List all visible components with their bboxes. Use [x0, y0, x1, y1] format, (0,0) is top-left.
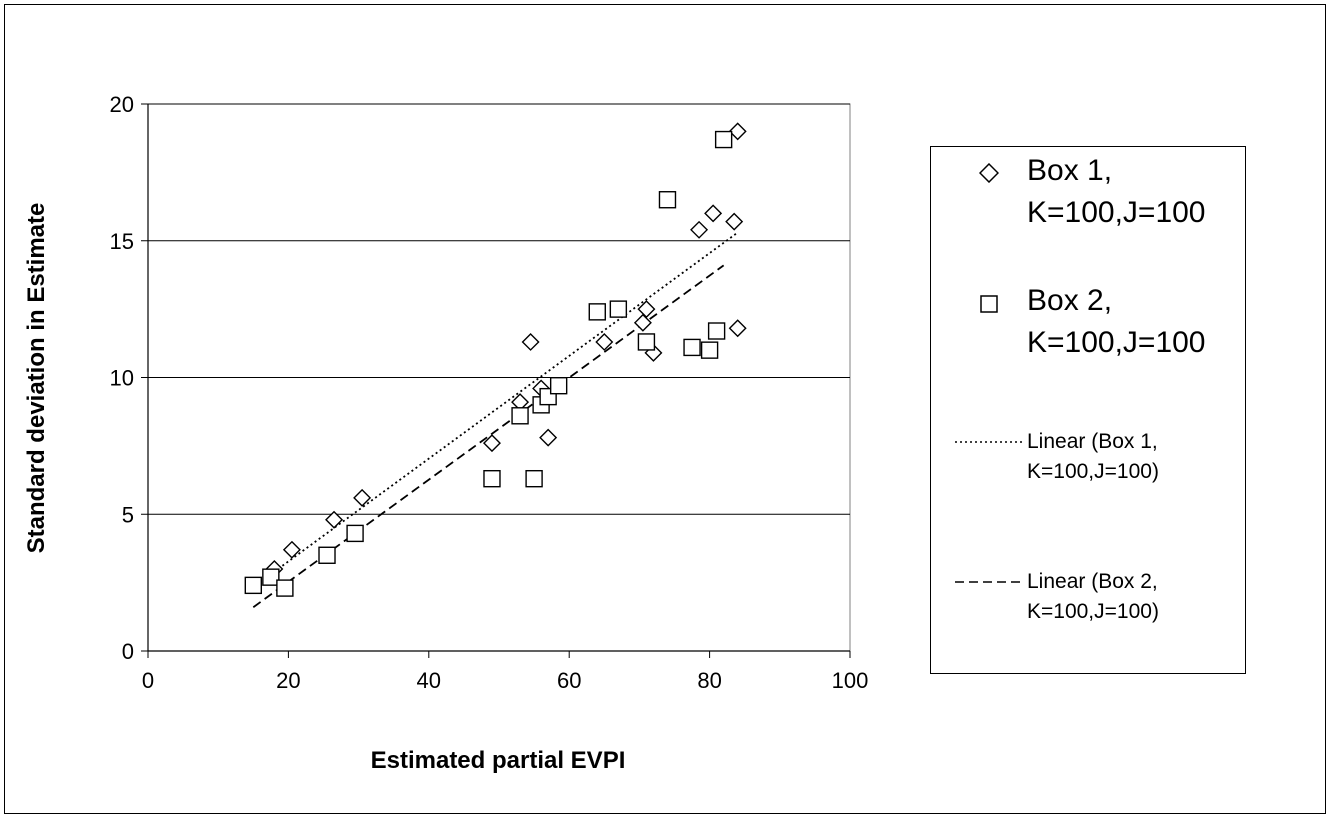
data-point-box1 — [521, 332, 540, 351]
data-point-box2 — [637, 333, 656, 351]
legend: Box 1, K=100,J=100 Box 2, K=100,J=100 Li… — [930, 146, 1246, 674]
square-marker-icon — [980, 295, 998, 313]
data-point-box1 — [482, 434, 501, 453]
legend-label-linear-box2: Linear (Box 2, K=100,J=100) — [1027, 570, 1159, 623]
data-point-box2 — [700, 341, 719, 359]
y-tick-label: 20 — [110, 92, 134, 117]
data-point-box1 — [690, 220, 709, 239]
x-tick-label: 0 — [142, 668, 154, 693]
data-point-box2 — [483, 469, 501, 488]
data-point-box1 — [728, 319, 747, 338]
legend-label-linear-box1: Linear (Box 1, K=100,J=100) — [1027, 430, 1159, 483]
y-tick-label: 10 — [110, 366, 134, 391]
data-point-box2 — [262, 568, 280, 586]
data-point-box1 — [595, 332, 614, 351]
y-tick-label: 0 — [122, 639, 134, 664]
data-point-box2 — [588, 303, 606, 321]
data-point-box1 — [704, 204, 723, 223]
data-point-box1 — [325, 510, 344, 529]
data-point-box1 — [282, 540, 301, 559]
data-point-box2 — [511, 407, 529, 425]
data-point-box2 — [244, 576, 263, 595]
data-point-box2 — [714, 130, 733, 149]
x-tick-label: 80 — [697, 668, 721, 693]
data-point-box1 — [725, 212, 744, 231]
y-tick-label: 5 — [122, 502, 134, 527]
x-tick-label: 100 — [832, 668, 869, 693]
data-point-box1 — [353, 488, 372, 507]
x-tick-label: 20 — [276, 668, 300, 693]
data-point-box2 — [658, 191, 677, 209]
data-point-box2 — [549, 377, 568, 395]
data-point-box1 — [637, 300, 656, 319]
x-tick-label: 60 — [557, 668, 581, 693]
x-tick-label: 40 — [417, 668, 441, 693]
dotted-line-icon — [955, 441, 1023, 443]
data-point-box2 — [525, 469, 543, 488]
data-point-box2 — [707, 322, 726, 340]
data-point-box2 — [683, 338, 701, 357]
x-axis-label: Estimated partial EVPI — [371, 747, 626, 774]
legend-label-box1: Box 1, K=100,J=100 — [1027, 154, 1206, 229]
data-point-box1 — [633, 313, 652, 332]
data-point-box1 — [539, 428, 558, 447]
data-point-box2 — [346, 524, 364, 543]
data-point-box2 — [318, 546, 336, 564]
trendline-box1 — [273, 231, 739, 573]
data-point-box2 — [609, 300, 628, 318]
data-point-box1 — [728, 122, 747, 141]
y-axis-label: Standard deviation in Estimate — [23, 203, 50, 554]
legend-label-box2: Box 2, K=100,J=100 — [1027, 284, 1206, 359]
dashed-line-icon — [955, 581, 1023, 583]
data-point-box2 — [276, 579, 294, 597]
diamond-marker-icon — [979, 163, 999, 183]
y-tick-label: 15 — [110, 229, 134, 254]
